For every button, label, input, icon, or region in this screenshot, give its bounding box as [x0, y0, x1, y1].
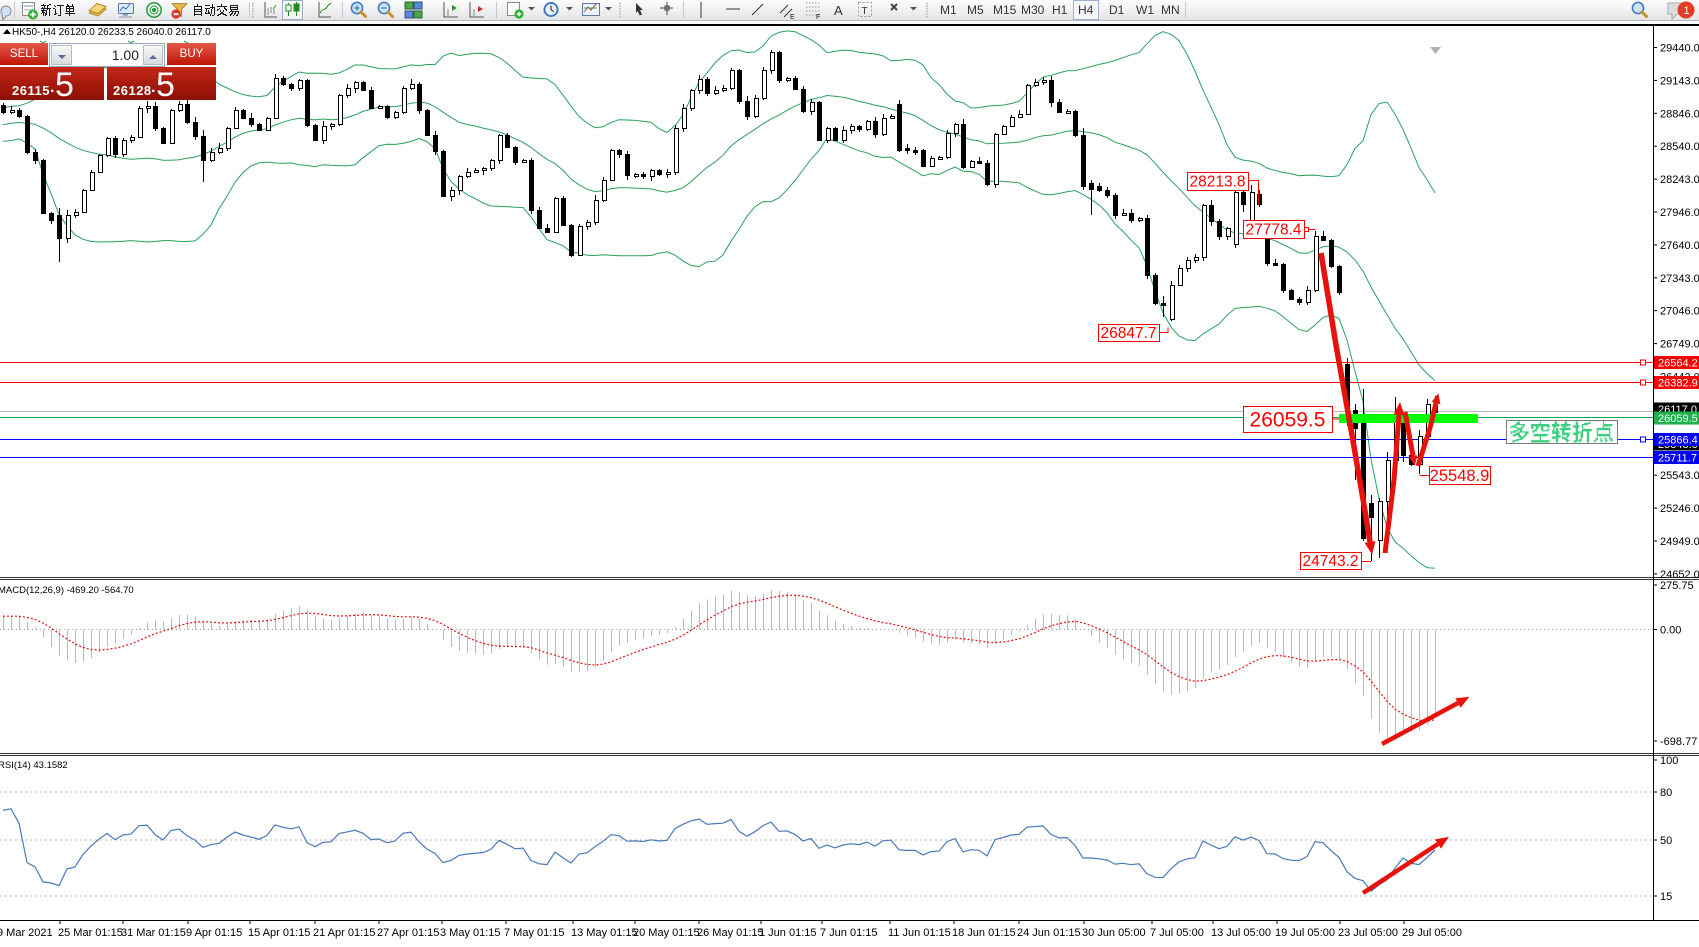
svg-text:MN: MN: [1161, 3, 1180, 17]
svg-text:27640.0: 27640.0: [1660, 240, 1699, 252]
svg-text:275.75: 275.75: [1660, 580, 1694, 592]
svg-text:100: 100: [1660, 755, 1678, 767]
svg-text:19 Jul 05:00: 19 Jul 05:00: [1275, 927, 1335, 939]
svg-text:80: 80: [1660, 787, 1672, 799]
svg-text:1 Jun 01:15: 1 Jun 01:15: [759, 927, 817, 939]
svg-text:25711.7: 25711.7: [1658, 453, 1697, 465]
svg-text:28846.0: 28846.0: [1660, 108, 1699, 120]
svg-text:RSI(14) 43.1582: RSI(14) 43.1582: [0, 760, 68, 771]
svg-text:27046.0: 27046.0: [1660, 306, 1699, 318]
svg-text:7 May 01:15: 7 May 01:15: [504, 927, 565, 939]
svg-text:27946.0: 27946.0: [1660, 207, 1699, 219]
svg-text:28213.8: 28213.8: [1189, 174, 1245, 191]
svg-text:25543.0: 25543.0: [1660, 470, 1699, 482]
svg-text:24 Jun 01:15: 24 Jun 01:15: [1017, 927, 1081, 939]
svg-text:M30: M30: [1021, 3, 1045, 17]
svg-text:0.00: 0.00: [1660, 625, 1681, 637]
svg-text:21 Apr 01:15: 21 Apr 01:15: [313, 927, 375, 939]
svg-text:F: F: [816, 14, 820, 21]
svg-text:24743.2: 24743.2: [1302, 553, 1358, 570]
svg-text:15 Apr 01:15: 15 Apr 01:15: [248, 927, 310, 939]
svg-text:M15: M15: [993, 3, 1017, 17]
svg-text:28540.0: 28540.0: [1660, 141, 1699, 153]
svg-text:26059.5: 26059.5: [1250, 409, 1326, 432]
svg-text:27778.4: 27778.4: [1245, 222, 1301, 239]
svg-text:50: 50: [1660, 835, 1672, 847]
svg-text:23 Jul 05:00: 23 Jul 05:00: [1338, 927, 1398, 939]
svg-text:29143.0: 29143.0: [1660, 75, 1699, 87]
svg-text:7 Jul 05:00: 7 Jul 05:00: [1150, 927, 1204, 939]
svg-text:24652.0: 24652.0: [1660, 569, 1699, 581]
svg-text:29440.0: 29440.0: [1660, 43, 1699, 55]
svg-text:T: T: [862, 6, 868, 17]
svg-text:18 Jun 01:15: 18 Jun 01:15: [952, 927, 1016, 939]
svg-text:26382.9: 26382.9: [1658, 378, 1698, 390]
svg-text:11 Jun 01:15: 11 Jun 01:15: [888, 927, 951, 939]
svg-text:D1: D1: [1109, 3, 1125, 17]
svg-text:28243.0: 28243.0: [1660, 174, 1699, 186]
svg-text:-698.77: -698.77: [1660, 736, 1697, 748]
svg-text:3 May 01:15: 3 May 01:15: [440, 927, 501, 939]
svg-text:7 Jun 01:15: 7 Jun 01:15: [820, 927, 878, 939]
svg-text:15: 15: [1660, 891, 1672, 903]
svg-text:26 May 01:15: 26 May 01:15: [697, 927, 764, 939]
svg-text:1: 1: [1684, 5, 1690, 17]
svg-text:25548.9: 25548.9: [1430, 467, 1490, 485]
svg-text:26059.5: 26059.5: [1658, 413, 1698, 425]
svg-text:27 Apr 01:15: 27 Apr 01:15: [377, 927, 439, 939]
svg-text:25246.0: 25246.0: [1660, 503, 1699, 515]
svg-text:H1: H1: [1052, 3, 1068, 17]
svg-text:HK50-,H4 26120.0 26233.5 2604: HK50-,H4 26120.0 26233.5 26040.0 26117.0: [12, 27, 211, 38]
svg-text:31 Mar 01:15: 31 Mar 01:15: [121, 927, 186, 939]
svg-text:26564.2: 26564.2: [1658, 358, 1698, 370]
svg-text:9 Mar 2021: 9 Mar 2021: [0, 927, 53, 939]
svg-text:E: E: [790, 14, 795, 21]
svg-text:29 Jul 05:00: 29 Jul 05:00: [1402, 927, 1462, 939]
svg-text:26847.7: 26847.7: [1100, 325, 1156, 342]
svg-text:M1: M1: [940, 3, 957, 17]
svg-text:A: A: [834, 3, 843, 18]
svg-text:27343.0: 27343.0: [1660, 273, 1699, 285]
svg-text:H4: H4: [1078, 3, 1094, 17]
svg-text:13 Jul 05:00: 13 Jul 05:00: [1211, 927, 1271, 939]
svg-text:M5: M5: [967, 3, 984, 17]
svg-text:30 Jun 05:00: 30 Jun 05:00: [1082, 927, 1146, 939]
svg-text:24949.0: 24949.0: [1660, 536, 1699, 548]
svg-text:9 Apr 01:15: 9 Apr 01:15: [186, 927, 242, 939]
svg-text:25866.4: 25866.4: [1658, 435, 1698, 447]
svg-text:26749.0: 26749.0: [1660, 339, 1699, 351]
svg-text:13 May 01:15: 13 May 01:15: [571, 927, 638, 939]
svg-text:20 May 01:15: 20 May 01:15: [633, 927, 700, 939]
svg-text:MACD(12,26,9) -469.20 -564.70: MACD(12,26,9) -469.20 -564.70: [0, 585, 134, 596]
svg-text:25 Mar 01:15: 25 Mar 01:15: [58, 927, 123, 939]
svg-text:W1: W1: [1136, 3, 1154, 17]
